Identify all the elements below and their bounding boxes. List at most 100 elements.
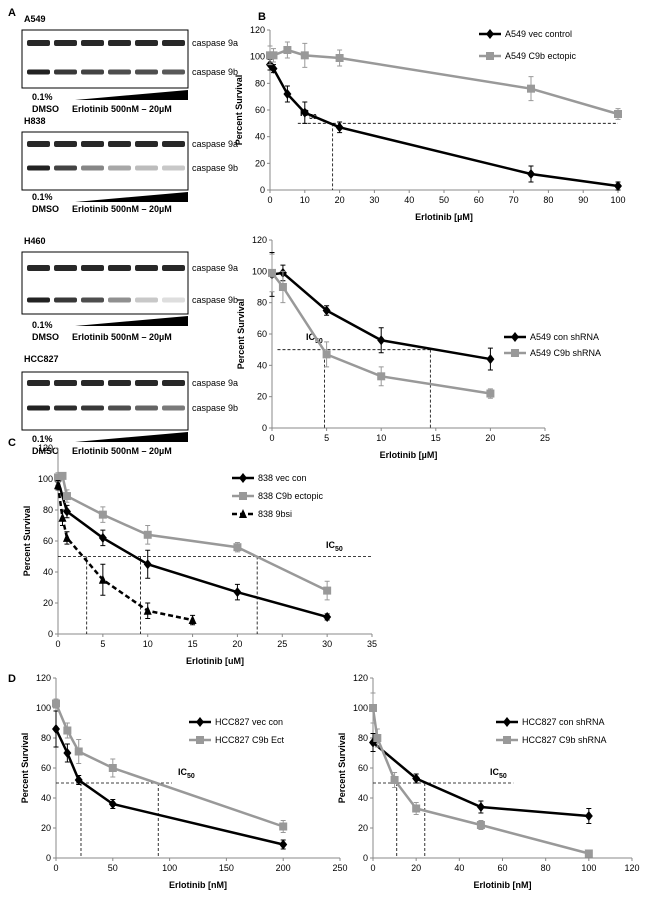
band	[27, 265, 50, 271]
band	[81, 165, 104, 171]
band	[54, 69, 77, 75]
band	[81, 297, 104, 303]
band	[81, 380, 104, 386]
legend-label: A549 C9b ectopic	[505, 51, 577, 61]
dose-wedge	[75, 192, 188, 202]
x-tick-label: 10	[376, 433, 386, 443]
marker	[283, 46, 292, 54]
x-tick-label: 20	[335, 195, 345, 205]
marker	[584, 849, 593, 858]
band	[162, 297, 185, 303]
x-tick-label: 10	[300, 195, 310, 205]
marker	[335, 54, 344, 62]
x-tick-label: 0	[267, 195, 272, 205]
legend-marker	[503, 717, 511, 727]
legend-marker	[486, 29, 494, 39]
ic50-text: IC	[326, 540, 336, 550]
control-label: DMSO	[32, 204, 59, 214]
legend-marker	[511, 332, 519, 342]
band	[108, 297, 131, 303]
marker	[62, 532, 71, 542]
legend-marker	[196, 717, 204, 727]
x-tick-label: 25	[277, 639, 287, 649]
marker	[322, 350, 331, 359]
x-tick-label: 100	[610, 195, 625, 205]
band	[108, 265, 131, 271]
y-tick-label: 120	[36, 673, 51, 683]
panel-label: A	[8, 7, 16, 19]
marker	[143, 605, 152, 615]
legend-marker	[239, 473, 247, 483]
x-tick-label: 80	[541, 863, 551, 873]
band	[81, 405, 104, 411]
band	[108, 405, 131, 411]
ic50-text: IC	[490, 767, 500, 777]
band	[54, 380, 77, 386]
x-tick-label: 70	[509, 195, 519, 205]
ic50-subscript: 50	[499, 773, 507, 780]
control-label: DMSO	[32, 332, 59, 342]
marker	[233, 587, 242, 598]
band	[162, 165, 185, 171]
x-tick-label: 40	[454, 863, 464, 873]
y-axis-label: Percent Survival	[337, 733, 347, 804]
marker	[58, 471, 67, 480]
band	[27, 380, 50, 386]
band	[54, 141, 77, 147]
y-tick-label: 100	[36, 703, 51, 713]
band	[135, 141, 158, 147]
marker	[268, 268, 276, 277]
series-line	[56, 480, 328, 619]
x-tick-label: 100	[581, 863, 596, 873]
cell-line-label: HCC827	[24, 354, 59, 364]
marker	[300, 107, 309, 118]
y-tick-label: 60	[358, 763, 368, 773]
band	[162, 265, 185, 271]
x-tick-label: 80	[543, 195, 553, 205]
legend-marker	[196, 736, 204, 744]
marker	[369, 704, 377, 712]
x-tick-label: 5	[324, 433, 329, 443]
control-label: 0.1%	[32, 192, 53, 202]
band	[81, 69, 104, 75]
band	[108, 69, 131, 75]
treatment-label: Erlotinib 500nM – 20µM	[72, 204, 172, 214]
x-tick-label: 0	[370, 863, 375, 873]
x-tick-label: 60	[497, 863, 507, 873]
legend-label: 838 vec con	[258, 473, 307, 483]
marker	[62, 506, 71, 517]
band	[108, 380, 131, 386]
ic50-subscript: 50	[335, 546, 343, 553]
marker	[58, 512, 67, 522]
panel-label: D	[8, 673, 16, 685]
x-tick-label: 25	[540, 433, 550, 443]
marker	[279, 839, 288, 850]
marker	[63, 726, 72, 735]
y-tick-label: 60	[257, 329, 267, 339]
control-label: DMSO	[32, 104, 59, 114]
marker	[322, 305, 331, 316]
x-tick-label: 50	[108, 863, 118, 873]
y-tick-label: 100	[353, 703, 368, 713]
band	[135, 297, 158, 303]
y-tick-label: 0	[262, 423, 267, 433]
band	[162, 380, 185, 386]
x-tick-label: 10	[143, 639, 153, 649]
marker	[74, 775, 83, 785]
band	[81, 141, 104, 147]
blot-frame	[21, 251, 189, 315]
series-line	[371, 707, 590, 855]
y-tick-label: 20	[43, 598, 53, 608]
band	[27, 405, 50, 411]
x-tick-label: 0	[55, 639, 60, 649]
series-line	[372, 741, 589, 818]
band	[135, 265, 158, 271]
ic50-subscript: 50	[187, 773, 195, 780]
marker	[300, 51, 309, 60]
y-axis-label: Percent Survival	[22, 506, 32, 577]
marker	[412, 804, 421, 813]
marker	[476, 802, 485, 812]
y-tick-label: 20	[41, 823, 51, 833]
y-tick-label: 80	[43, 505, 53, 515]
